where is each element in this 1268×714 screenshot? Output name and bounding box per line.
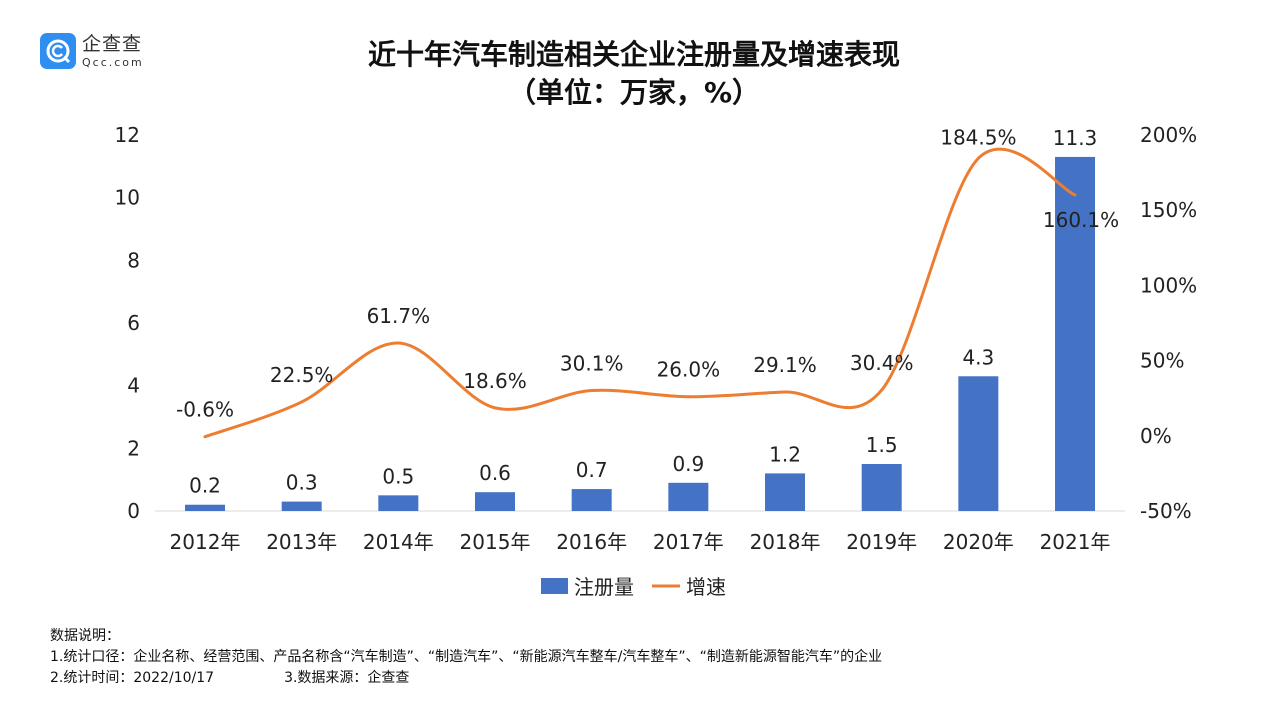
growth-point: [203, 435, 207, 439]
y-right-tick: 0%: [1140, 424, 1172, 448]
x-tick-label: 2013年: [266, 530, 337, 554]
bar-data-label: 11.3: [1053, 126, 1098, 150]
x-tick-label: 2021年: [1040, 530, 1111, 554]
bar-registrations: [958, 376, 999, 511]
legend-bar-label: 注册量: [574, 575, 634, 599]
line-data-label: 29.1%: [753, 353, 817, 377]
data-notes: 数据说明： 1.统计口径：企业名称、经营范围、产品名称含“汽车制造”、“制造汽车…: [50, 626, 882, 689]
line-data-label: 61.7%: [367, 304, 431, 328]
bar-registrations: [571, 489, 612, 511]
line-data-label: 30.4%: [850, 351, 914, 375]
x-tick-label: 2012年: [170, 530, 241, 554]
x-tick-label: 2020年: [943, 530, 1014, 554]
growth-point: [300, 400, 304, 404]
notes-line2a: 2.统计时间：2022/10/17: [50, 670, 215, 686]
y-left-tick: 4: [127, 374, 140, 398]
line-data-label: 26.0%: [657, 358, 721, 382]
logo-cn: 企查查: [82, 32, 143, 55]
line-data-label: 30.1%: [560, 352, 624, 376]
bar-data-label: 0.7: [576, 458, 608, 482]
bar-data-label: 1.5: [866, 433, 898, 457]
chart-title-block: 近十年汽车制造相关企业注册量及增速表现 （单位：万家，%）: [0, 36, 1268, 112]
growth-point: [396, 341, 400, 345]
line-data-label: -0.6%: [176, 398, 234, 422]
chart-subtitle: （单位：万家，%）: [507, 76, 761, 109]
x-tick-label: 2018年: [750, 530, 821, 554]
x-tick-label: 2014年: [363, 530, 434, 554]
bar-data-label: 4.3: [962, 345, 994, 369]
bar-registrations: [281, 501, 322, 511]
line-data-label: 22.5%: [270, 363, 334, 387]
y-right-tick: -50%: [1140, 499, 1192, 523]
bar-registrations: [861, 464, 902, 511]
x-tick-label: 2016年: [556, 530, 627, 554]
legend-bar-swatch: [541, 578, 568, 594]
y-left-tick: 8: [127, 248, 140, 272]
qcc-logo-icon: [40, 33, 76, 69]
qcc-logo: 企查查 Qcc.com: [40, 33, 144, 69]
chart-title: 近十年汽车制造相关企业注册量及增速表现: [367, 38, 900, 71]
y-left-tick: 0: [127, 499, 140, 523]
bar-registrations: [1055, 156, 1096, 511]
bar-data-label: 0.3: [286, 471, 318, 495]
bar-registrations: [185, 504, 225, 511]
line-data-label: 184.5%: [940, 125, 1016, 149]
bar-data-label: 1.2: [769, 442, 801, 466]
y-right-tick: 100%: [1140, 273, 1197, 297]
growth-point: [783, 390, 787, 394]
growth-point: [1073, 193, 1077, 197]
y-left-tick: 6: [127, 311, 140, 335]
bar-registrations: [668, 482, 709, 511]
y-left-tick: 10: [115, 186, 140, 210]
line-data-label: 160.1%: [1043, 208, 1119, 232]
x-tick-label: 2017年: [653, 530, 724, 554]
legend-line-label: 增速: [686, 575, 726, 599]
growth-point: [686, 395, 690, 399]
growth-point: [976, 156, 980, 160]
line-data-label: 18.6%: [463, 369, 527, 393]
y-right-tick: 200%: [1140, 123, 1197, 147]
notes-line1: 1.统计口径：企业名称、经营范围、产品名称含“汽车制造”、“制造汽车”、“新能源…: [50, 649, 883, 665]
bar-registrations: [475, 492, 516, 511]
growth-point: [590, 389, 594, 393]
logo-en: Qcc.com: [82, 55, 144, 69]
bar-data-label: 0.5: [382, 464, 414, 488]
notes-heading: 数据说明：: [50, 628, 120, 644]
bar-data-label: 0.6: [479, 461, 511, 485]
notes-line2b: 3.数据来源：企查查: [284, 670, 410, 686]
y-left-tick: 2: [127, 436, 140, 460]
growth-point: [493, 406, 497, 410]
bar-registrations: [378, 495, 419, 511]
y-right-tick: 150%: [1140, 198, 1197, 222]
x-tick-label: 2019年: [846, 530, 917, 554]
bar-data-label: 0.9: [672, 452, 704, 476]
growth-line: [204, 147, 1076, 439]
bar-registrations: [765, 473, 806, 511]
y-left-tick: 12: [115, 123, 140, 147]
growth-point: [880, 388, 884, 392]
x-tick-label: 2015年: [460, 530, 531, 554]
y-right-tick: 50%: [1140, 349, 1184, 373]
bar-data-label: 0.2: [189, 474, 221, 498]
